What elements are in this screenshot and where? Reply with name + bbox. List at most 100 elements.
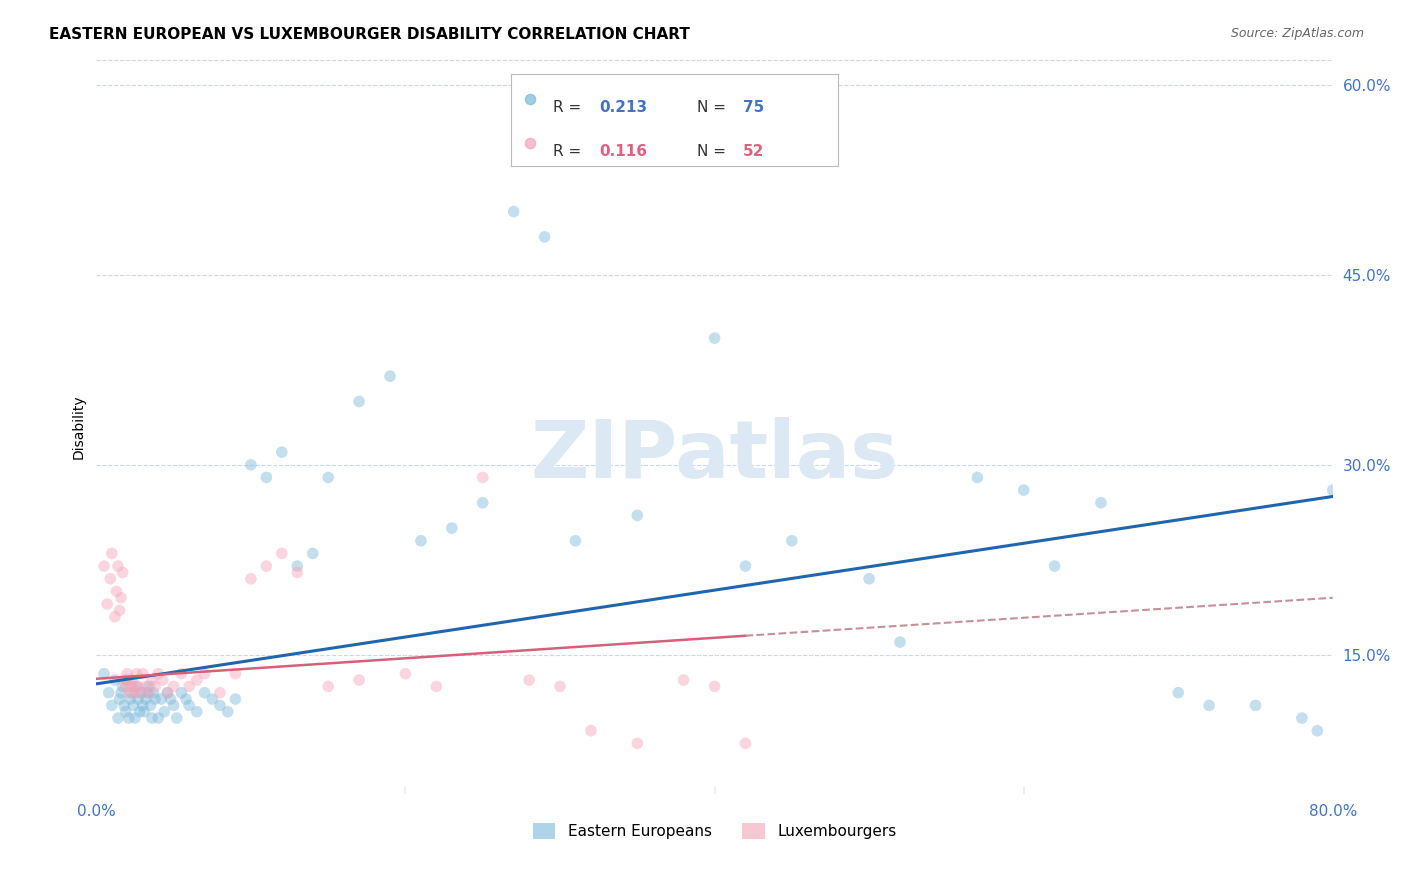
Point: [104, 673, 127, 687]
Point: [142, 686, 165, 700]
Point: [1012, 483, 1035, 497]
Point: [146, 711, 169, 725]
Point: [105, 584, 128, 599]
Text: Source: ZipAtlas.com: Source: ZipAtlas.com: [1230, 27, 1364, 40]
Point: [141, 711, 163, 725]
Point: [780, 533, 803, 548]
Point: [132, 698, 155, 713]
Point: [1043, 559, 1066, 574]
Point: [626, 508, 648, 523]
Point: [703, 331, 725, 345]
Point: [224, 666, 246, 681]
Point: [135, 692, 157, 706]
Point: [122, 679, 145, 693]
Point: [186, 673, 208, 687]
Point: [124, 686, 146, 700]
Point: [162, 679, 184, 693]
Point: [270, 546, 292, 560]
Point: [208, 698, 231, 713]
Point: [1244, 698, 1267, 713]
Point: [127, 679, 149, 693]
Point: [138, 686, 160, 700]
Point: [170, 686, 193, 700]
Point: [1167, 686, 1189, 700]
Point: [285, 559, 308, 574]
Point: [703, 679, 725, 693]
Text: EASTERN EUROPEAN VS LUXEMBOURGER DISABILITY CORRELATION CHART: EASTERN EUROPEAN VS LUXEMBOURGER DISABIL…: [49, 27, 690, 42]
Point: [97, 686, 120, 700]
Point: [153, 705, 176, 719]
Point: [579, 723, 602, 738]
Point: [734, 736, 756, 750]
Point: [224, 692, 246, 706]
Point: [152, 673, 174, 687]
Point: [409, 533, 432, 548]
Point: [239, 458, 262, 472]
Point: [186, 705, 208, 719]
Point: [134, 705, 156, 719]
Point: [118, 686, 141, 700]
Point: [122, 698, 145, 713]
Point: [108, 603, 131, 617]
Point: [124, 711, 146, 725]
Point: [135, 679, 157, 693]
Point: [217, 705, 239, 719]
Point: [98, 572, 121, 586]
Point: [114, 705, 136, 719]
Point: [112, 673, 135, 687]
Point: [201, 692, 224, 706]
Point: [394, 666, 416, 681]
Point: [177, 698, 200, 713]
Point: [143, 679, 166, 693]
Point: [672, 673, 695, 687]
Point: [117, 673, 139, 687]
Point: [159, 692, 181, 706]
Point: [117, 666, 139, 681]
Point: [166, 711, 188, 725]
Point: [156, 686, 179, 700]
Point: [118, 711, 141, 725]
Point: [120, 692, 142, 706]
Point: [121, 686, 143, 700]
Point: [162, 698, 184, 713]
Legend: Eastern Europeans, Luxembourgers: Eastern Europeans, Luxembourgers: [526, 817, 903, 845]
Y-axis label: Disability: Disability: [72, 394, 86, 459]
Point: [966, 470, 988, 484]
Point: [138, 679, 160, 693]
Point: [114, 679, 136, 693]
Point: [156, 686, 179, 700]
Point: [96, 597, 118, 611]
Point: [316, 679, 339, 693]
Point: [193, 686, 215, 700]
Point: [136, 686, 159, 700]
Point: [285, 566, 308, 580]
Point: [889, 635, 911, 649]
Point: [129, 686, 152, 700]
Point: [174, 692, 197, 706]
Point: [111, 566, 134, 580]
Point: [177, 679, 200, 693]
Point: [132, 666, 155, 681]
Point: [104, 609, 127, 624]
Point: [93, 666, 115, 681]
Point: [1306, 723, 1329, 738]
Point: [108, 692, 131, 706]
Point: [121, 673, 143, 687]
Point: [378, 369, 401, 384]
Point: [107, 711, 129, 725]
Point: [564, 533, 586, 548]
Point: [471, 496, 494, 510]
Point: [858, 572, 880, 586]
Point: [120, 679, 142, 693]
Point: [112, 698, 135, 713]
Point: [101, 698, 124, 713]
Point: [1198, 698, 1220, 713]
Point: [347, 394, 370, 409]
Point: [517, 673, 540, 687]
Point: [316, 470, 339, 484]
Point: [734, 559, 756, 574]
Point: [440, 521, 463, 535]
Point: [1291, 711, 1313, 725]
Point: [150, 692, 173, 706]
Point: [139, 698, 162, 713]
